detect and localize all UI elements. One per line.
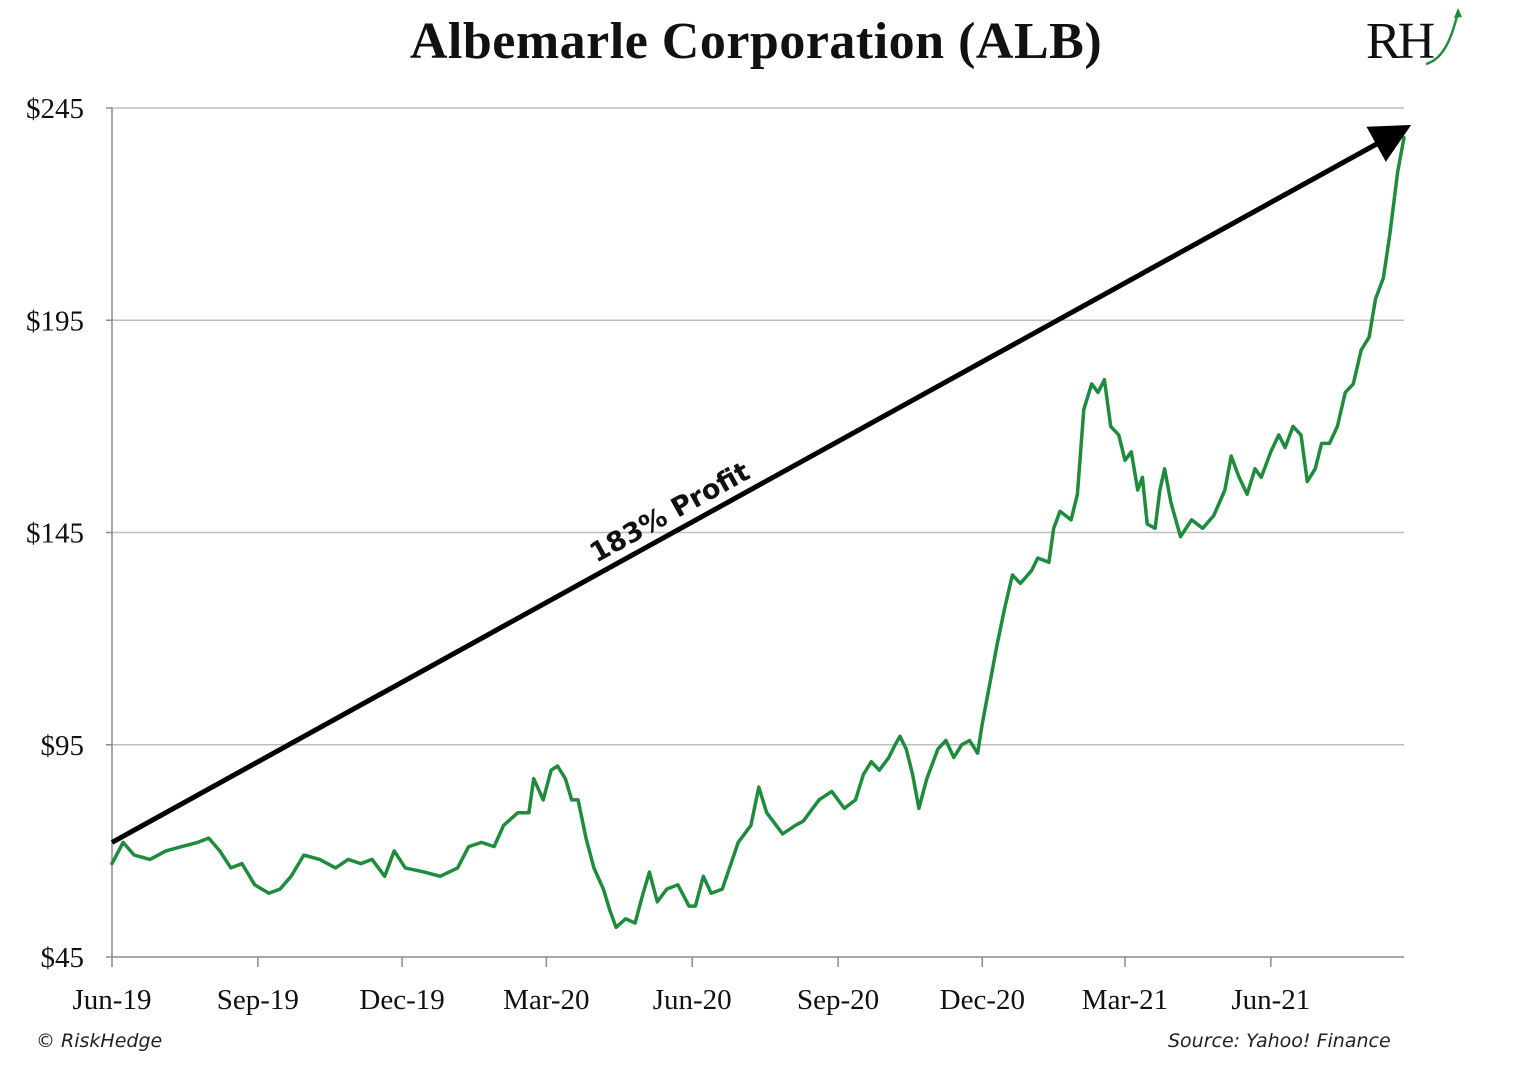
annotations: 183% Profit xyxy=(110,124,1412,845)
logo-text: RH xyxy=(1366,13,1435,70)
y-axis-ticks: $245 $195 $145 $95 $45 xyxy=(26,93,112,974)
x-tick-label: Jun-21 xyxy=(1231,984,1310,1016)
profit-arrow xyxy=(110,124,1412,845)
y-tick-label: $245 xyxy=(26,93,84,125)
x-tick-label: Dec-19 xyxy=(359,984,444,1016)
x-tick-label: Sep-19 xyxy=(217,984,299,1016)
y-tick-label: $195 xyxy=(26,305,84,337)
x-tick-label: Mar-21 xyxy=(1082,984,1168,1016)
gridlines xyxy=(112,107,1404,746)
x-tick-label: Jun-20 xyxy=(653,984,732,1016)
source-note: Source: Yahoo! Finance xyxy=(1168,1030,1391,1052)
series-group xyxy=(110,135,1406,930)
riskhedge-logo-icon xyxy=(1425,8,1462,66)
copyright-note: © RiskHedge xyxy=(36,1030,163,1052)
x-axis: Jun-19 Sep-19 Dec-19 Mar-20 Jun-20 Sep-20 Dec-… xyxy=(73,108,1404,1016)
chart-title: Albemarle Corporation (ALB) xyxy=(409,13,1103,70)
x-tick-label: Mar-20 xyxy=(503,984,589,1016)
y-tick-label: $145 xyxy=(26,518,84,550)
y-tick-label: $95 xyxy=(41,730,85,762)
profit-annotation-label: 183% Profit xyxy=(585,456,755,569)
x-tick-label: Jun-19 xyxy=(73,984,152,1016)
series-line xyxy=(110,135,1406,930)
x-tick-label: Sep-20 xyxy=(797,984,879,1016)
riskhedge-logo: RH xyxy=(1366,6,1466,72)
x-tick-label: Dec-20 xyxy=(940,984,1025,1016)
y-tick-label: $45 xyxy=(41,942,85,974)
